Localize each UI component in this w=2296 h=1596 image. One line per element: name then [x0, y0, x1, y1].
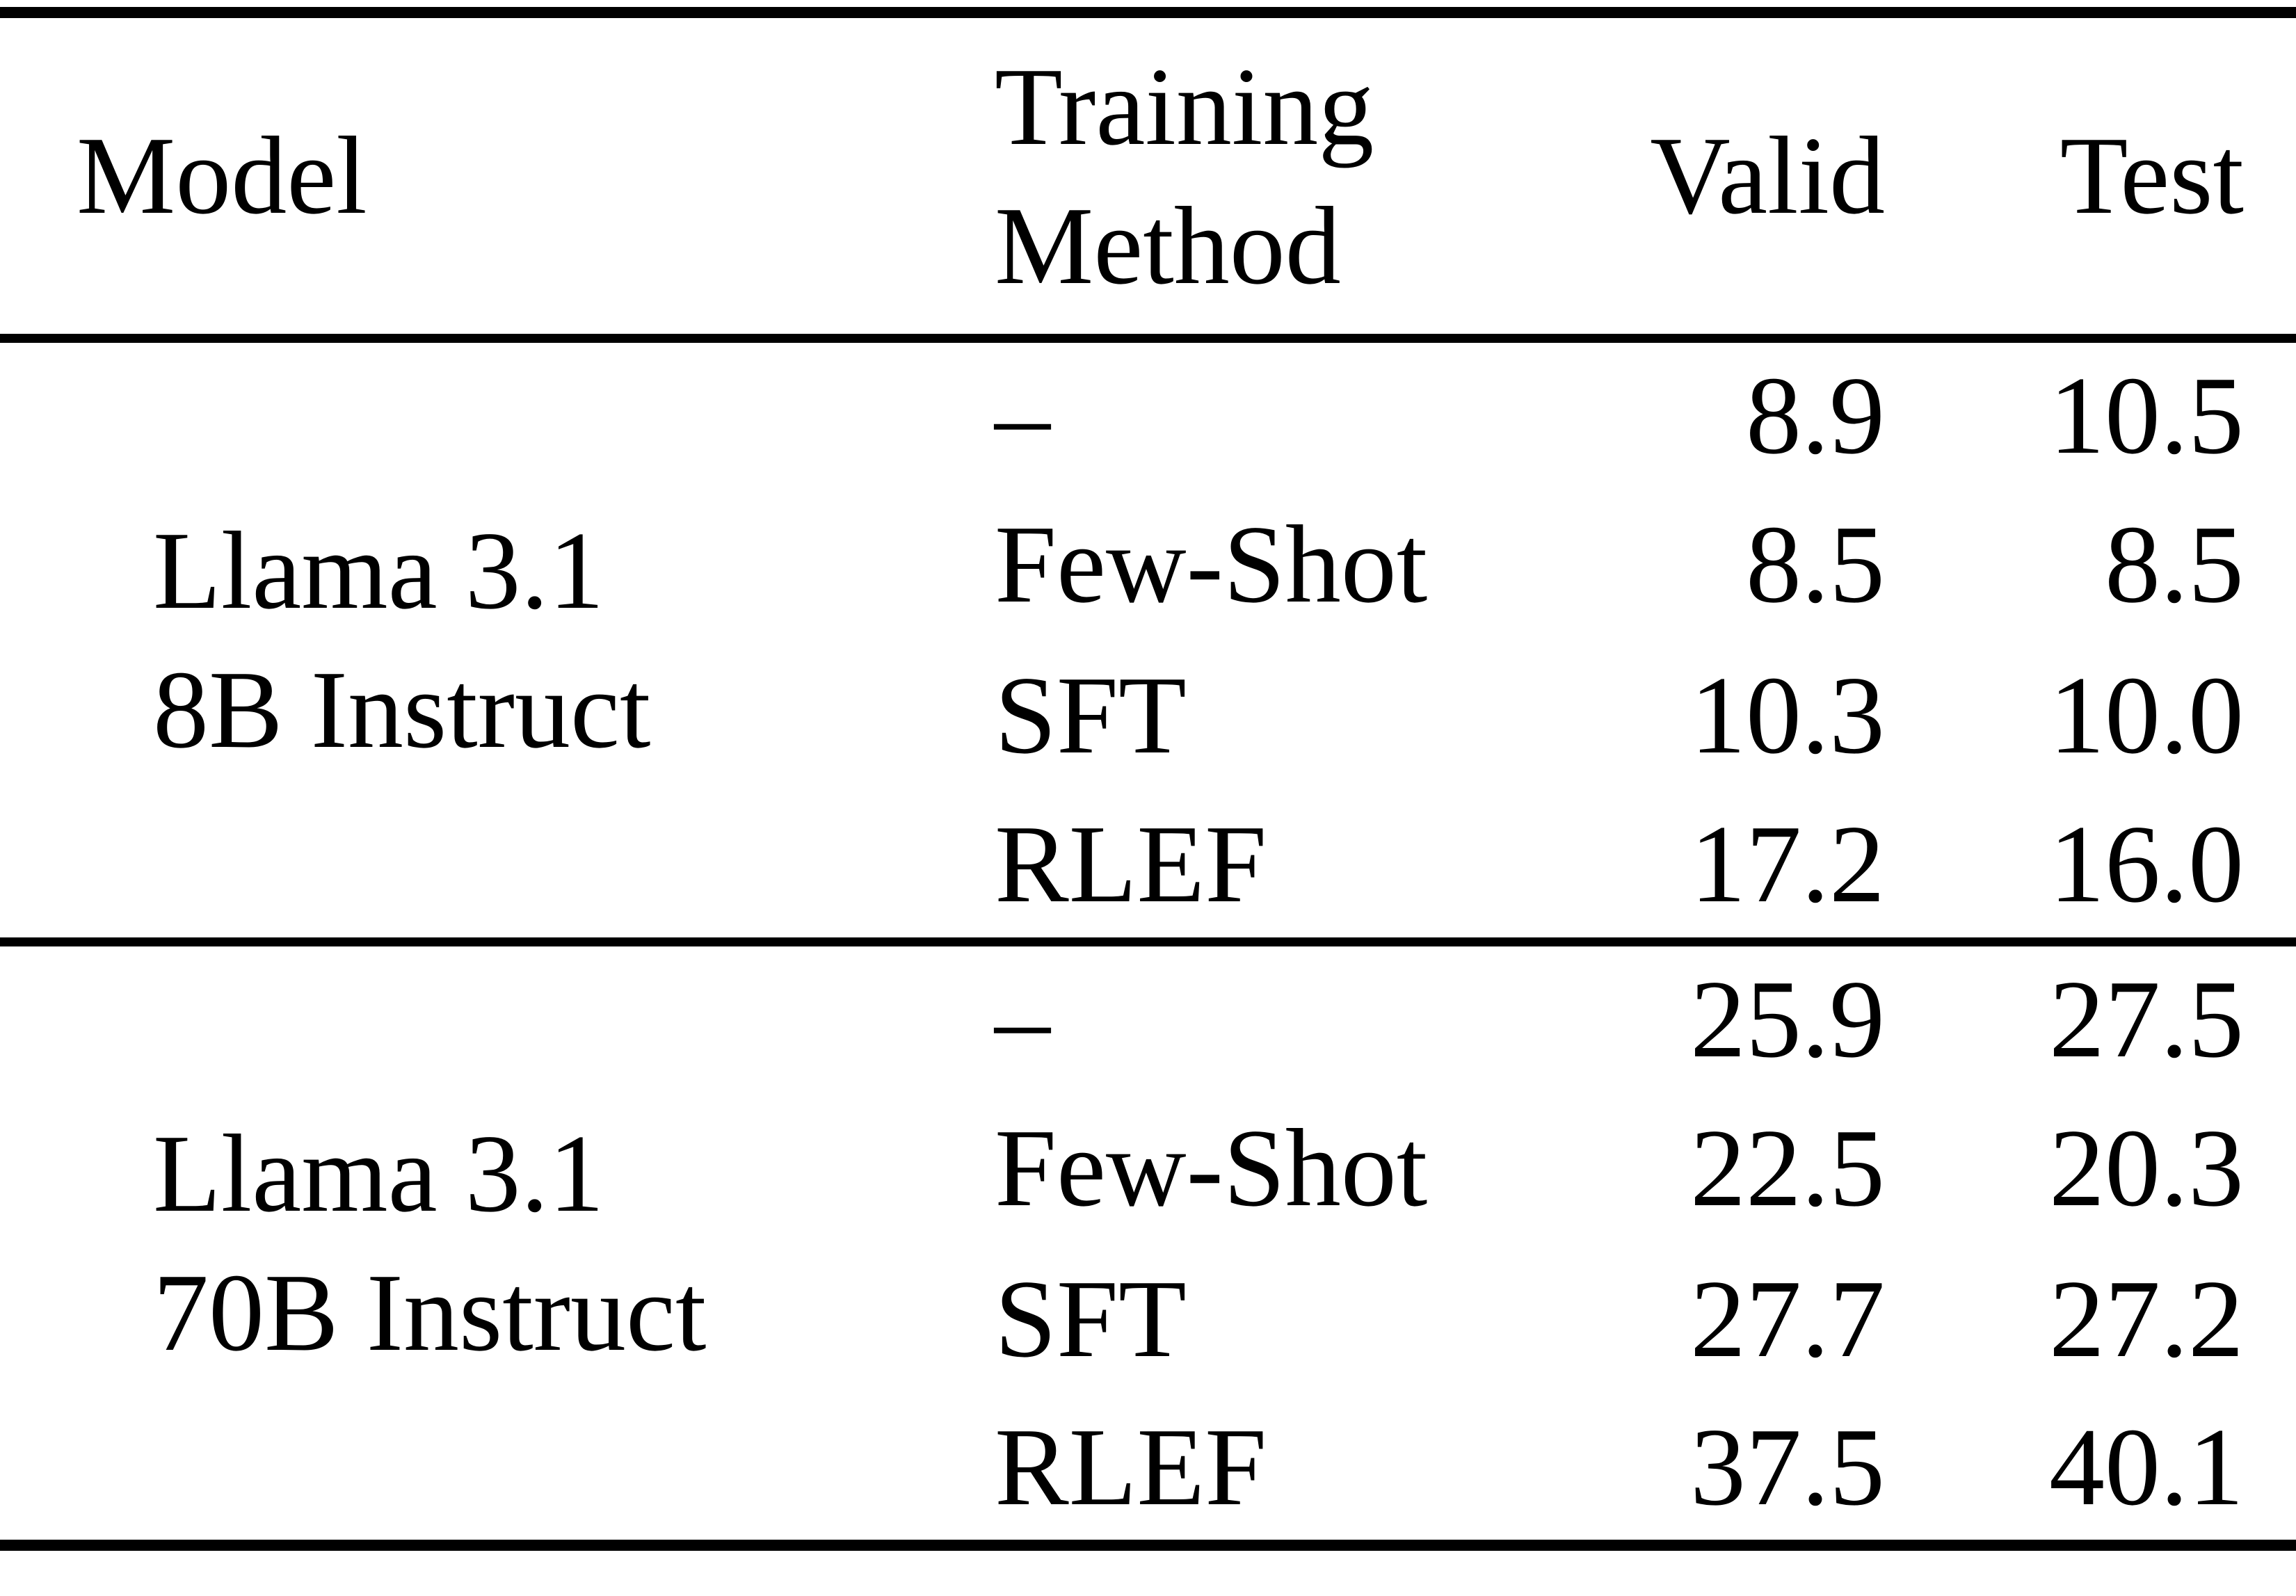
valid-score-cell: 8.9: [1746, 353, 1885, 478]
valid-score-cell: 22.5: [1690, 1106, 1885, 1230]
table-header: Model Training Method Valid Test: [0, 13, 2296, 338]
training-method-cell: SFT: [995, 653, 1187, 777]
model-name-line1: Llama 3.1: [153, 1111, 604, 1236]
training-method-cell: SFT: [995, 1257, 1187, 1380]
table-row: Few-Shot 8.5 8.5: [0, 489, 2296, 640]
test-score-cell: 40.1: [2049, 1405, 2244, 1529]
model-group-8b: Llama 3.1 8B Instruct – 8.9 10.5 Few-Sho…: [0, 338, 2296, 942]
column-header-valid: Valid: [1650, 113, 1885, 238]
test-score-cell: 10.0: [2049, 653, 2244, 777]
model-cell-8b: Llama 3.1 8B Instruct: [0, 338, 918, 942]
test-score-cell: 27.2: [2049, 1257, 2244, 1380]
training-method-cell: Few-Shot: [995, 502, 1428, 626]
model-name-line2: 8B Instruct: [153, 647, 651, 771]
column-header-training-method: Training Method: [918, 13, 1565, 338]
valid-score-cell: 10.3: [1690, 653, 1885, 777]
training-method-cell: RLEF: [995, 1405, 1267, 1529]
valid-score-cell: 17.2: [1690, 801, 1885, 926]
model-group-70b: Llama 3.1 70B Instruct – 25.9 27.5 Few-S…: [0, 942, 2296, 1545]
table-row: SFT 27.7 27.2: [0, 1243, 2296, 1394]
test-score-cell: 20.3: [2049, 1106, 2244, 1230]
model-name-line2: 70B Instruct: [153, 1250, 707, 1375]
valid-score-cell: 37.5: [1690, 1405, 1885, 1529]
header-method-line: Method: [995, 183, 1341, 307]
table-row: RLEF 37.5 40.1: [0, 1394, 2296, 1545]
test-score-cell: 10.5: [2049, 353, 2244, 478]
valid-score-cell: 27.7: [1690, 1257, 1885, 1380]
valid-score-cell: 25.9: [1690, 957, 1885, 1081]
model-name-line1: Llama 3.1: [153, 508, 604, 632]
table-row: Few-Shot 22.5 20.3: [0, 1093, 2296, 1243]
valid-score-cell: 8.5: [1746, 502, 1885, 626]
test-score-cell: 16.0: [2049, 801, 2244, 926]
table-row: Llama 3.1 8B Instruct – 8.9 10.5: [0, 338, 2296, 771]
test-score-cell: 27.5: [2049, 957, 2244, 1081]
model-cell-70b: Llama 3.1 70B Instruct: [0, 942, 918, 1545]
training-method-cell: –: [995, 957, 1050, 1081]
test-score-cell: 8.5: [2105, 502, 2244, 626]
training-method-cell: –: [995, 353, 1050, 478]
column-header-model: Model: [77, 113, 367, 238]
table-row: SFT 10.3 10.0: [0, 640, 2296, 791]
results-table: Model Training Method Valid Test Llama 3…: [0, 7, 2296, 1551]
column-header-test: Test: [2060, 113, 2244, 238]
table-row: Llama 3.1 70B Instruct – 25.9 27.5: [0, 942, 2296, 1374]
training-method-cell: RLEF: [995, 801, 1267, 926]
training-method-cell: Few-Shot: [995, 1106, 1428, 1230]
header-training-line: Training: [995, 44, 1374, 168]
table-row: RLEF 17.2 16.0: [0, 791, 2296, 942]
header-row: Model Training Method Valid Test: [0, 13, 2296, 338]
